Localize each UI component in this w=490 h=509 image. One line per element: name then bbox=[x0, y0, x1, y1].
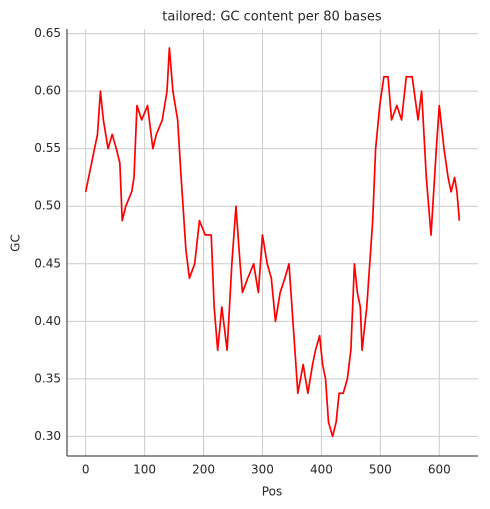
x-tick-label: 0 bbox=[82, 463, 90, 477]
x-tick-label: 500 bbox=[369, 463, 392, 477]
y-tick-label: 0.35 bbox=[34, 371, 61, 385]
x-tick-label: 400 bbox=[310, 463, 333, 477]
y-tick-label: 0.60 bbox=[34, 84, 61, 98]
x-tick-label: 200 bbox=[192, 463, 215, 477]
y-tick-label: 0.40 bbox=[34, 314, 61, 328]
x-tick-label: 100 bbox=[133, 463, 156, 477]
data-line bbox=[84, 47, 461, 438]
y-tick-label: 0.30 bbox=[34, 429, 61, 443]
y-tick-label: 0.45 bbox=[34, 256, 61, 270]
x-tick-label: 300 bbox=[251, 463, 274, 477]
y-axis-label: GC bbox=[9, 234, 23, 252]
y-tick-label: 0.55 bbox=[34, 141, 61, 155]
x-tick-label: 600 bbox=[428, 463, 451, 477]
y-tick-label: 0.50 bbox=[34, 199, 61, 213]
chart-title: tailored: GC content per 80 bases bbox=[162, 10, 382, 25]
x-axis-label: Pos bbox=[262, 485, 282, 499]
y-tick-label: 0.65 bbox=[34, 26, 61, 40]
